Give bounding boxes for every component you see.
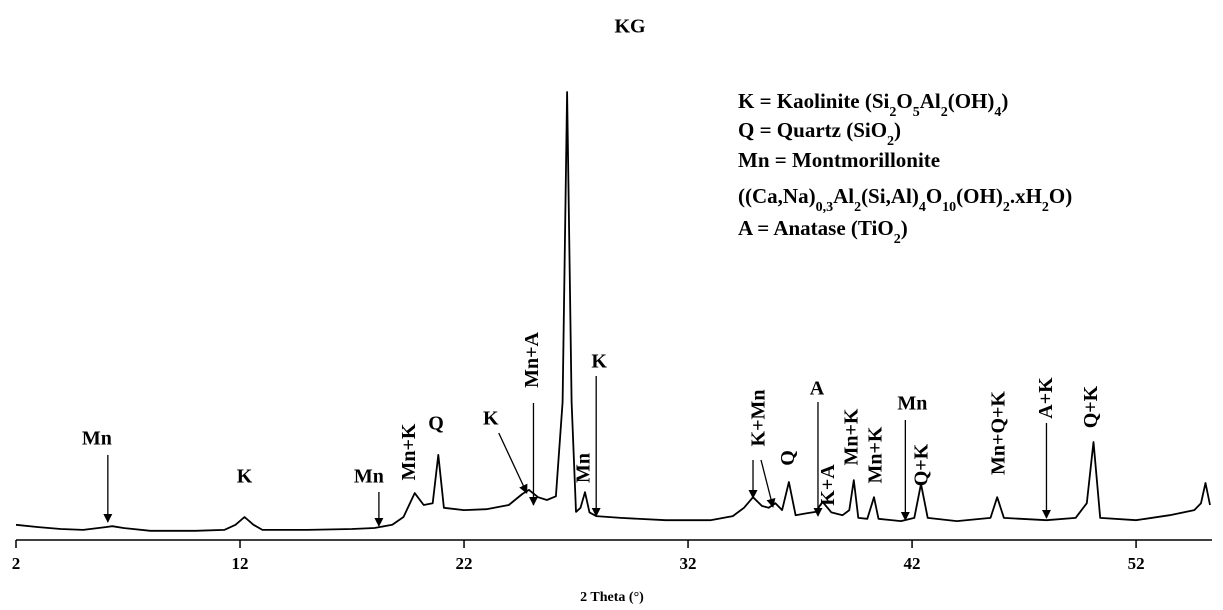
xrd-line (15, 91, 1211, 532)
peak-label: K+Mn (748, 390, 770, 447)
peak-label: A (810, 378, 825, 400)
peak-label: Mn+K (398, 423, 420, 480)
x-tick-label: 32 (680, 554, 697, 573)
peak-label: Mn (897, 393, 927, 415)
peak-label: Mn (82, 428, 112, 450)
peak-label: Q (777, 450, 799, 466)
peak-label: Mn (354, 466, 384, 488)
peak-label: K+A (817, 464, 839, 506)
peak-label: Mn+K (865, 426, 887, 483)
x-tick-label: 22 (456, 554, 473, 573)
peak-arrow (760, 459, 776, 508)
x-axis-label: 2 Theta (°) (580, 590, 644, 605)
peak-label: Q+K (911, 443, 933, 486)
key-line: ((Ca,Na)0,3Al2(Si,Al)4O10(OH)2.xH2O) (738, 184, 1072, 215)
peak-label: K (237, 466, 253, 488)
key-line: Mn = Montmorillonite (738, 148, 940, 172)
peak-label: Q+K (1080, 385, 1102, 428)
peak-label: Q (428, 413, 444, 435)
peak-label: Mn+Q+K (988, 391, 1010, 475)
x-tick-label: 12 (232, 554, 249, 573)
chart-title: KG (614, 16, 646, 38)
peak-label: Mn (573, 453, 595, 483)
peak-arrow (498, 432, 528, 494)
peak-label: Mn+K (840, 408, 862, 465)
key-line: K = Kaolinite (Si2O5Al2(OH)4) (738, 89, 1008, 120)
x-tick-label: 42 (904, 554, 921, 573)
peak-label: K (591, 351, 607, 373)
key-line: A = Anatase (TiO2) (738, 216, 908, 247)
key-line: Q = Quartz (SiO2) (738, 118, 901, 149)
peak-label: Mn+A (521, 332, 543, 388)
x-tick-label: 2 (12, 554, 21, 573)
peak-label: K (483, 408, 499, 430)
x-tick-label: 52 (1128, 554, 1145, 573)
peak-label: A+K (1035, 377, 1057, 419)
